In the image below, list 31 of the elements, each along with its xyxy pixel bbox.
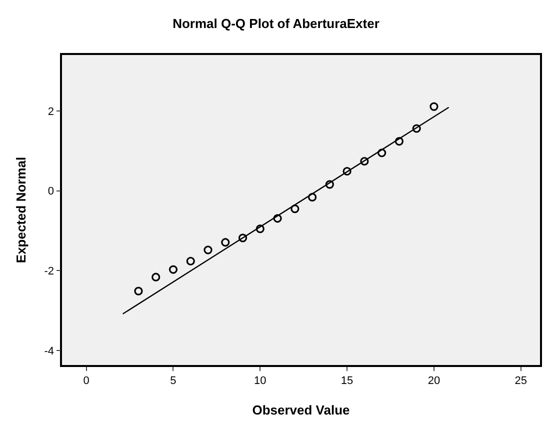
point	[168, 265, 178, 274]
point	[256, 224, 264, 234]
y-tick-label: -2	[44, 266, 54, 278]
point	[430, 102, 438, 111]
point	[360, 156, 369, 166]
x-tick-label: 5	[170, 374, 176, 387]
point	[412, 124, 421, 133]
point	[325, 180, 334, 189]
x-tick-label: 0	[83, 374, 90, 387]
y-tick-label: 2	[48, 106, 54, 118]
y-tick-label: -4	[44, 345, 54, 358]
point	[186, 256, 195, 266]
y-tick-label: 0	[48, 186, 54, 198]
point	[378, 148, 386, 158]
x-tick-label: 25	[514, 374, 528, 387]
point	[238, 234, 248, 242]
x-axis-title: Observed Value	[252, 402, 350, 418]
point	[342, 166, 352, 176]
point	[308, 192, 317, 202]
point	[221, 238, 230, 247]
point	[394, 136, 404, 146]
point	[204, 246, 212, 254]
point	[134, 286, 143, 296]
point	[290, 204, 300, 214]
x-tick-label: 10	[254, 374, 266, 387]
x-tick-label: 15	[340, 374, 354, 387]
point	[152, 272, 160, 282]
y-axis-title: Expected Normal	[14, 156, 28, 264]
x-tick-label: 20	[428, 374, 440, 387]
point	[273, 214, 282, 223]
chart-title: Normal Q-Q Plot of AberturaExter	[172, 16, 380, 32]
